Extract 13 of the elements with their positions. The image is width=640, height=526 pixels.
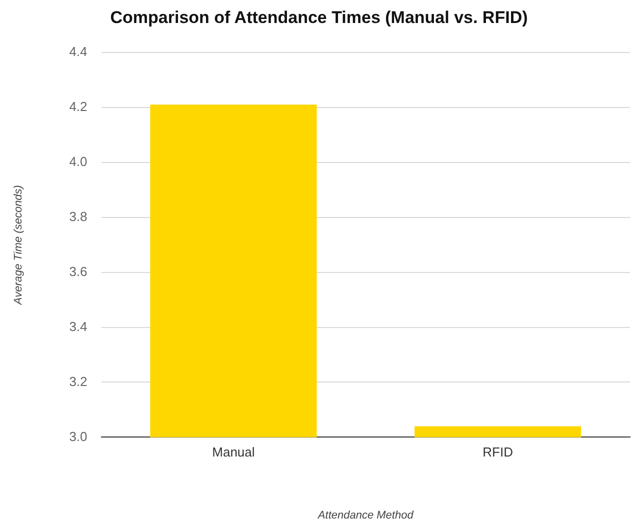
- chart-title: Comparison of Attendance Times (Manual vs. RFID): [110, 8, 528, 27]
- y-tick-label: 4.2: [69, 98, 88, 114]
- x-axis-title: Attendance Method: [316, 509, 414, 522]
- y-tick-label: 3.0: [69, 428, 88, 444]
- y-tick-label: 4.0: [69, 154, 88, 169]
- x-tick-label: RFID: [482, 444, 513, 460]
- y-tick-label: 3.8: [69, 208, 88, 224]
- y-tick-label: 3.2: [69, 374, 88, 389]
- y-tick-label: 3.4: [69, 318, 88, 334]
- y-axis-title: Average Time (seconds): [12, 184, 25, 306]
- x-tick-label: Manual: [212, 444, 255, 460]
- y-tick-label: 3.6: [69, 264, 88, 279]
- y-tick-label: 4.4: [69, 44, 88, 59]
